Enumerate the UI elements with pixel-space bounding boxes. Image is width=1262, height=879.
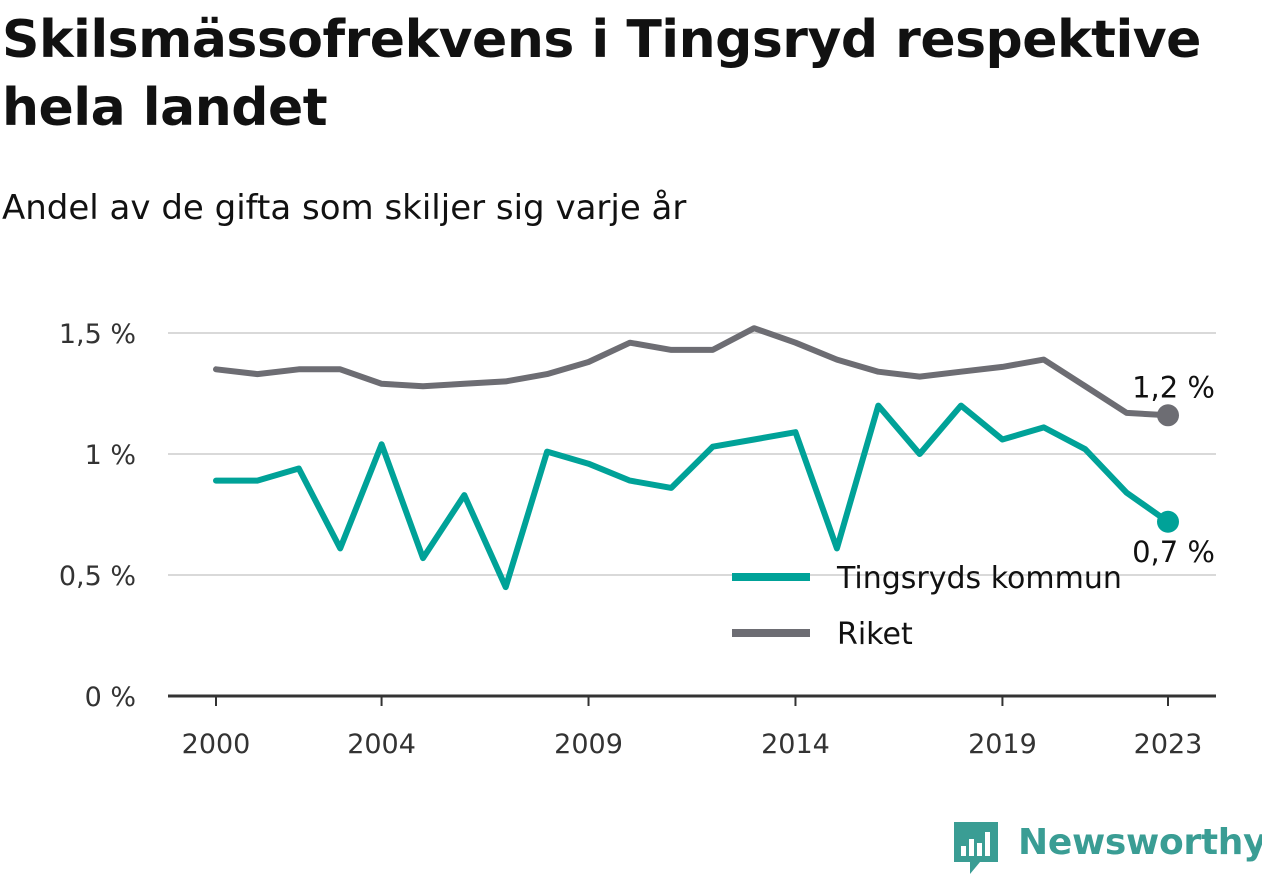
bar-chart-speech-bubble-icon <box>954 822 998 874</box>
x-tick-label: 2000 <box>182 729 251 760</box>
y-axis-ticks: 0 % 0,5 % 1 % 1,5 % <box>59 319 136 713</box>
y-tick-label: 0 % <box>85 682 136 713</box>
chart-title: Skilsmässofrekvens i Tingsryd respektive… <box>2 10 1201 138</box>
series-line-riket <box>213 325 1171 419</box>
y-tick-label: 0,5 % <box>59 561 136 592</box>
end-label-riket: 1,2 % <box>1132 370 1215 404</box>
legend: Tingsryds kommun Riket <box>732 561 1122 652</box>
y-tick-label: 1 % <box>85 440 136 471</box>
series-line-tingsryd <box>213 402 1171 591</box>
end-point-marker <box>1157 510 1179 533</box>
legend-label: Tingsryds kommun <box>836 561 1122 596</box>
x-tick-label: 2009 <box>554 729 623 760</box>
legend-label: Riket <box>837 617 913 652</box>
brand-name: Newsworthy <box>1018 822 1262 863</box>
end-labels: 1,2 % 0,7 % <box>1132 370 1215 568</box>
end-point-marker <box>1157 404 1179 427</box>
x-tick-label: 2019 <box>968 729 1037 760</box>
series-lines <box>213 325 1179 591</box>
x-tick-label: 2023 <box>1134 729 1203 760</box>
end-label-tingsryd: 0,7 % <box>1132 535 1215 569</box>
x-tick-label: 2004 <box>347 729 416 760</box>
chart-subtitle: Andel av de gifta som skiljer sig varje … <box>2 188 687 228</box>
gridlines <box>168 332 1216 576</box>
x-tick-label: 2014 <box>761 729 830 760</box>
x-axis: 2000 2004 2009 2014 2019 2023 <box>168 694 1216 760</box>
newsworthy-logo: Newsworthy <box>950 818 1262 878</box>
y-tick-label: 1,5 % <box>59 319 136 350</box>
